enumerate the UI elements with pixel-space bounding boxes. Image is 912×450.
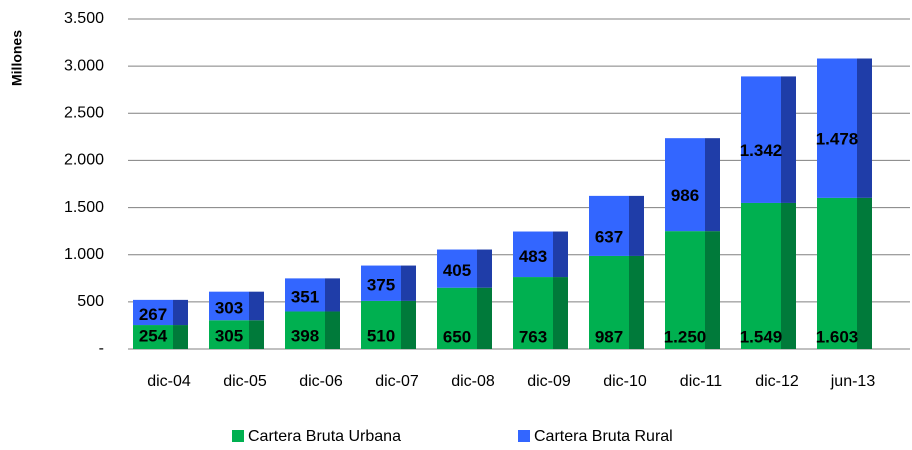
data-label: 1.478 [816,130,859,149]
bar-side [857,58,872,198]
data-label: 483 [519,247,547,266]
bar-side [629,255,644,349]
y-tick-label: 1.500 [64,199,104,216]
bar [361,265,401,301]
bar [665,138,705,232]
data-label: 303 [215,298,243,317]
x-tick-label: dic-08 [451,373,495,390]
data-label: 986 [671,186,699,205]
bar [133,299,173,326]
data-label: 398 [291,326,319,345]
data-label: 763 [519,327,547,346]
y-tick-label: 2.500 [64,105,104,122]
data-label: 375 [367,276,395,295]
bar-side [173,299,188,326]
bar [513,231,553,278]
bar [361,300,401,349]
bar-side [477,287,492,349]
x-tick-label: jun-13 [830,373,876,390]
y-axis-label: Millones [9,30,25,86]
bar-side [173,325,188,349]
bar [589,195,629,256]
bar-side [401,265,416,301]
data-label: 1.603 [816,327,859,346]
bar [285,278,325,312]
data-label: 510 [367,326,395,345]
y-tick-label: - [99,340,104,357]
y-tick-label: 1.000 [64,246,104,263]
x-tick-label: dic-12 [755,373,799,390]
bar [513,277,553,349]
y-tick-label: 3.500 [64,10,104,27]
bar-side [857,197,872,349]
bar-side [325,278,340,312]
data-label: 650 [443,327,471,346]
bar [665,231,705,349]
data-label: 267 [139,305,167,324]
bar-side [553,231,568,278]
x-tick-label: dic-07 [375,373,419,390]
bar [285,311,325,349]
y-tick-label: 3.000 [64,57,104,74]
data-label: 1.549 [740,327,783,346]
bar [741,202,781,349]
bar-side [249,320,264,349]
bar-side [249,291,264,321]
data-label: 1.250 [664,327,707,346]
legend-swatch [518,430,530,442]
y-tick-label: 2.000 [64,152,104,169]
x-tick-label: dic-11 [680,373,722,390]
data-label: 254 [139,326,168,345]
bar-side [705,138,720,232]
bar [817,58,857,198]
bar-side [401,300,416,349]
bar [437,287,477,349]
legend-label: Cartera Bruta Urbana [248,428,401,445]
bar [817,197,857,349]
x-tick-label: dic-09 [527,373,571,390]
bar-side [325,311,340,349]
data-label: 1.342 [740,141,783,160]
y-tick-label: 500 [77,293,104,310]
data-label: 987 [595,327,623,346]
bar [741,76,781,203]
legend-swatch [232,430,244,442]
bar-side [553,277,568,349]
data-label: 351 [291,287,319,306]
bar [133,325,173,349]
x-tick-label: dic-10 [603,373,647,390]
data-label: 405 [443,261,471,280]
bar [209,291,249,321]
x-tick-label: dic-05 [223,373,267,390]
bar-side [629,195,644,256]
bar-side [477,249,492,288]
legend-label: Cartera Bruta Rural [534,428,673,445]
bar [437,249,477,288]
bar [589,255,629,349]
bar-side [781,202,796,349]
bar-side [705,231,720,349]
data-label: 637 [595,227,623,246]
x-tick-label: dic-06 [299,373,343,390]
x-tick-label: dic-04 [147,373,191,390]
data-label: 305 [215,326,243,345]
bar [209,320,249,349]
bar-side [781,76,796,203]
